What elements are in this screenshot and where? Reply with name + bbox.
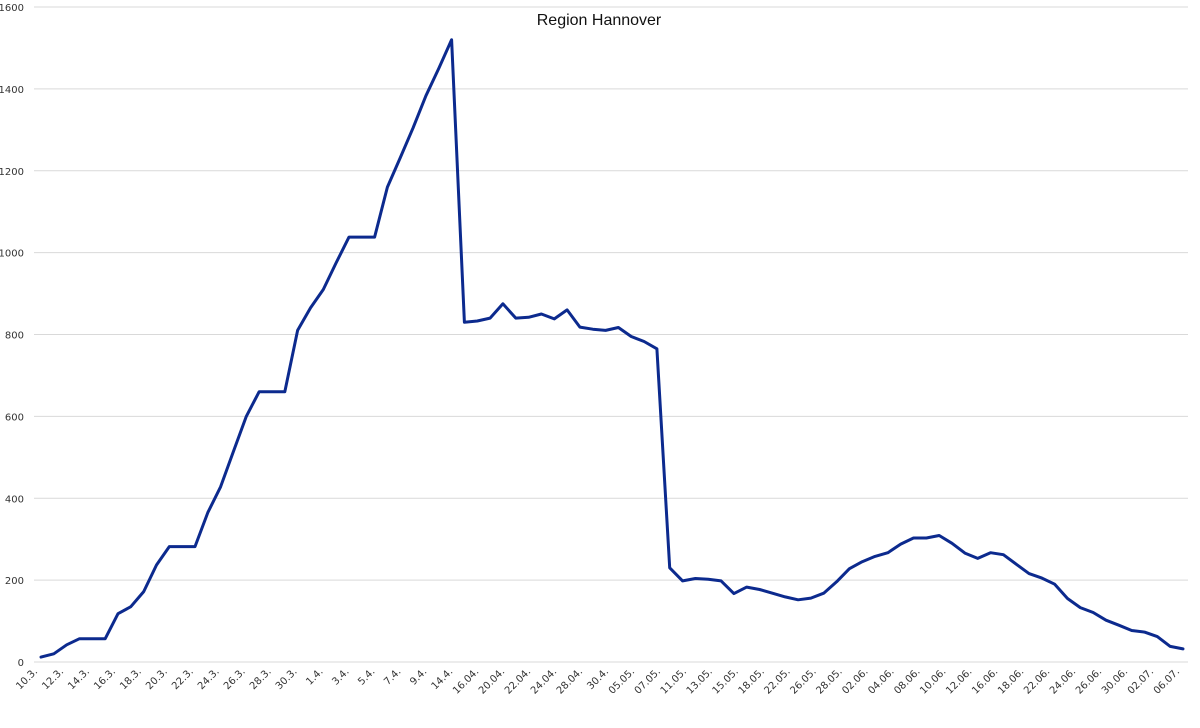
x-tick-label: 04.06. xyxy=(866,666,896,696)
x-tick-label: 9.4. xyxy=(408,666,429,687)
x-tick-label: 5.4. xyxy=(356,666,377,687)
x-tick-label: 22.04. xyxy=(503,666,533,696)
y-tick-label: 600 xyxy=(5,412,24,423)
x-tick-label: 22.05. xyxy=(763,666,793,696)
x-tick-label: 18.06. xyxy=(996,666,1026,696)
gridlines xyxy=(34,6,1188,663)
x-tick-label: 28.04. xyxy=(555,666,585,696)
x-tick-label: 24.06. xyxy=(1048,666,1078,696)
x-tick-label: 05.05. xyxy=(607,666,637,696)
x-tick-label: 18.05. xyxy=(737,666,767,696)
x-tick-label: 16.06. xyxy=(970,666,1000,696)
x-tick-label: 22.3. xyxy=(170,666,196,692)
y-tick-label: 400 xyxy=(5,494,24,505)
x-tick-label: 18.3. xyxy=(118,666,144,692)
x-tick-label: 30.3. xyxy=(274,666,300,692)
y-tick-label: 1200 xyxy=(0,167,24,178)
y-tick-label: 1000 xyxy=(0,249,24,260)
x-tick-label: 12.06. xyxy=(944,666,974,696)
x-tick-label: 20.3. xyxy=(144,666,170,692)
series-line xyxy=(39,38,1185,659)
x-tick-label: 22.06. xyxy=(1022,666,1052,696)
x-tick-label: 16.04. xyxy=(451,666,481,696)
x-axis-tick-labels: 10.3. 12.3. 14.3. 16.3. 18.3. 20.3. 22.3. 24.3.… xyxy=(14,666,1182,696)
x-tick-label: 02.06. xyxy=(840,666,870,696)
x-tick-label: 06.07. xyxy=(1152,666,1182,696)
x-tick-label: 30.06. xyxy=(1100,666,1130,696)
x-tick-label: 28.05. xyxy=(814,666,844,696)
y-tick-label: 200 xyxy=(5,576,24,587)
x-tick-label: 1.4. xyxy=(304,666,325,687)
x-tick-label: 20.04. xyxy=(477,666,507,696)
x-tick-label: 07.05. xyxy=(633,666,663,696)
x-tick-label: 14.3. xyxy=(66,666,92,692)
x-tick-label: 28.3. xyxy=(248,666,274,692)
x-tick-label: 10.3. xyxy=(14,666,40,692)
x-tick-label: 26.3. xyxy=(222,666,248,692)
y-tick-label: 800 xyxy=(5,331,24,342)
x-tick-label: 24.3. xyxy=(196,666,222,692)
y-axis-tick-labels: 0 200 400 600 800 1000 1200 1400 1600 xyxy=(0,3,24,669)
series-group xyxy=(39,38,1185,659)
x-tick-label: 02.07. xyxy=(1126,666,1156,696)
y-tick-label: 1400 xyxy=(0,85,24,96)
x-tick-label: 12.3. xyxy=(40,666,66,692)
chart-title: Region Hannover xyxy=(537,12,662,29)
x-tick-label: 24.04. xyxy=(529,666,559,696)
x-tick-label: 26.06. xyxy=(1074,666,1104,696)
x-tick-label: 10.06. xyxy=(918,666,948,696)
x-tick-label: 08.06. xyxy=(892,666,922,696)
x-tick-label: 7.4. xyxy=(382,666,403,687)
x-tick-label: 11.05. xyxy=(659,666,689,696)
x-tick-label: 16.3. xyxy=(92,666,118,692)
x-tick-label: 3.4. xyxy=(330,666,351,687)
y-tick-label: 1600 xyxy=(0,3,24,14)
x-tick-label: 26.05. xyxy=(788,666,818,696)
x-tick-label: 15.05. xyxy=(711,666,741,696)
x-tick-label: 13.05. xyxy=(685,666,715,696)
y-tick-label: 0 xyxy=(18,658,24,669)
